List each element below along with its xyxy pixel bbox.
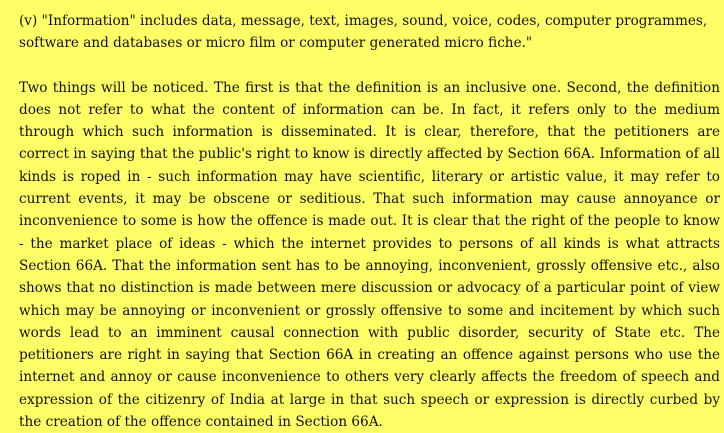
definition-clause: (v) "Information" includes data, message… [19, 13, 708, 52]
analysis-paragraph: Two things will be noticed. The first is… [19, 79, 720, 431]
paragraph-spacer [19, 55, 720, 77]
